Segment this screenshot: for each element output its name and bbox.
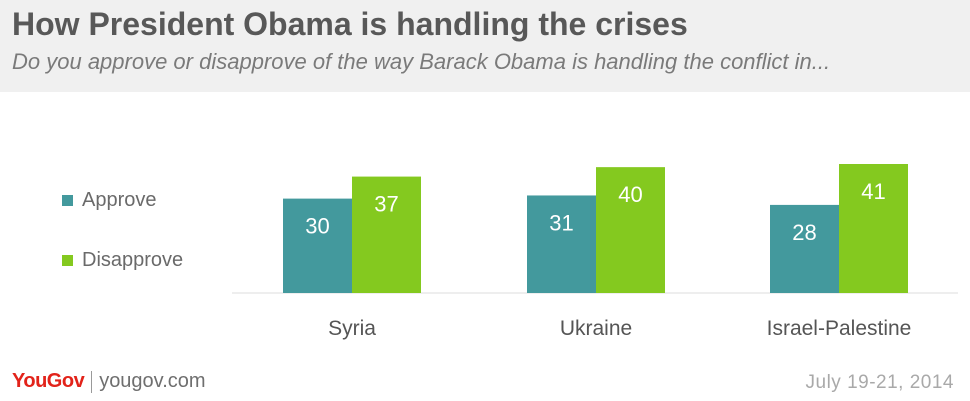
yougov-logo: YouGov [12,370,85,392]
footer-brand: YouGov yougov.com [12,370,206,393]
category-label-ukraine: Ukraine [560,317,632,340]
category-label-israel-palestine: Israel-Palestine [767,317,912,340]
value-label-disapprove-syria: 37 [374,192,398,217]
bar-disapprove-ukraine [596,167,665,293]
value-label-approve-israel-palestine: 28 [792,220,816,245]
category-label-syria: Syria [328,317,376,340]
footer-site: yougov.com [99,370,206,392]
value-label-disapprove-israel-palestine: 41 [861,179,885,204]
bar-disapprove-israel-palestine [839,164,908,293]
value-label-disapprove-ukraine: 40 [618,182,642,207]
legend-label-approve: Approve [82,188,157,211]
value-label-approve-syria: 30 [305,214,329,239]
legend-swatch-approve [62,194,73,206]
legend: Approve Disapprove [62,186,183,306]
chart-title: How President Obama is handling the cris… [12,6,688,42]
chart-subtitle: Do you approve or disapprove of the way … [12,49,831,74]
legend-item-disapprove: Disapprove [62,246,183,274]
bar-approve-israel-palestine [770,204,839,293]
bar-approve-syria [283,198,352,293]
footer-date: July 19-21, 2014 [805,372,954,393]
legend-swatch-disapprove [62,254,73,266]
header-band: How President Obama is handling the cris… [0,0,970,92]
legend-item-approve: Approve [62,186,183,214]
bar-disapprove-syria [352,176,421,293]
bar-approve-ukraine [527,195,596,293]
legend-label-disapprove: Disapprove [82,248,184,271]
value-label-approve-ukraine: 31 [549,210,573,235]
footer-divider [91,370,93,393]
